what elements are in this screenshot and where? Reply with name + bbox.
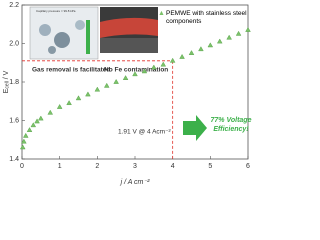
y-tick-label: 2.2 <box>9 2 19 9</box>
data-point <box>226 34 232 40</box>
x-tick-label: 0 <box>20 163 24 170</box>
x-tick-label: 3 <box>133 163 137 170</box>
legend-label: PEMWE with stainless steel components <box>166 10 247 25</box>
data-point <box>26 127 33 132</box>
y-tick-label: 1.8 <box>9 79 19 86</box>
page: Capillary pressure = 99.8 kPa Gas remova… <box>3 2 252 186</box>
data-point <box>30 122 37 128</box>
data-point <box>207 42 214 48</box>
data-point <box>23 132 29 138</box>
data-point <box>179 53 185 59</box>
y-tick-label: 1.4 <box>9 156 19 163</box>
legend-marker: ▲ <box>158 10 165 17</box>
data-point <box>113 78 119 84</box>
data-point <box>75 95 82 101</box>
x-tick-label: 5 <box>208 163 212 170</box>
annotation: 1.91 V @ 4 Acm⁻² <box>118 129 171 136</box>
inset-caption: Gas removal is facilitated <box>32 67 110 74</box>
data-point <box>188 50 195 55</box>
data-point <box>34 118 40 124</box>
data-point <box>151 64 157 70</box>
inset-note: Capillary pressure = 99.8 kPa <box>36 9 76 13</box>
y-tick-label: 1.6 <box>9 117 19 124</box>
data-point <box>66 100 72 105</box>
data-point <box>104 82 110 88</box>
data-point <box>56 104 63 109</box>
y-label-unit: / V <box>3 70 10 81</box>
data-point <box>38 115 44 121</box>
x-tick-label: 4 <box>171 163 175 170</box>
x-tick-label: 2 <box>95 163 99 170</box>
data-point <box>245 27 251 32</box>
y-label-sub: cell <box>5 81 11 89</box>
legend: ▲ PEMWE with stainless steel components <box>158 10 250 26</box>
efficiency-text: 77% Voltage Efficiency! <box>210 117 252 133</box>
chart: Capillary pressure = 99.8 kPa Gas remova… <box>3 2 251 186</box>
data-point <box>160 61 166 67</box>
data-point <box>47 109 53 115</box>
x-axis-label: j / A cm⁻² <box>120 179 151 186</box>
data-point <box>21 138 27 144</box>
x-tick-label: 1 <box>58 163 62 170</box>
data-point <box>20 144 26 150</box>
data-point <box>198 46 204 52</box>
inset-right <box>100 7 158 53</box>
data-point <box>85 91 91 97</box>
data-point <box>217 38 223 44</box>
data-point <box>141 68 148 74</box>
x-tick-label: 6 <box>246 163 250 170</box>
data-point <box>235 30 242 36</box>
data-point <box>122 75 129 80</box>
data-point <box>169 57 176 63</box>
inset-caption: No Fe contamination <box>104 67 168 74</box>
y-tick-label: 2.0 <box>9 40 19 47</box>
inset-left: Capillary pressure = 99.8 kPa <box>29 6 99 60</box>
y-label: E <box>3 88 10 93</box>
data-point <box>94 86 101 92</box>
arrow <box>183 115 207 141</box>
y-axis-label: Ecell / V <box>3 70 11 93</box>
data-point <box>132 71 138 77</box>
